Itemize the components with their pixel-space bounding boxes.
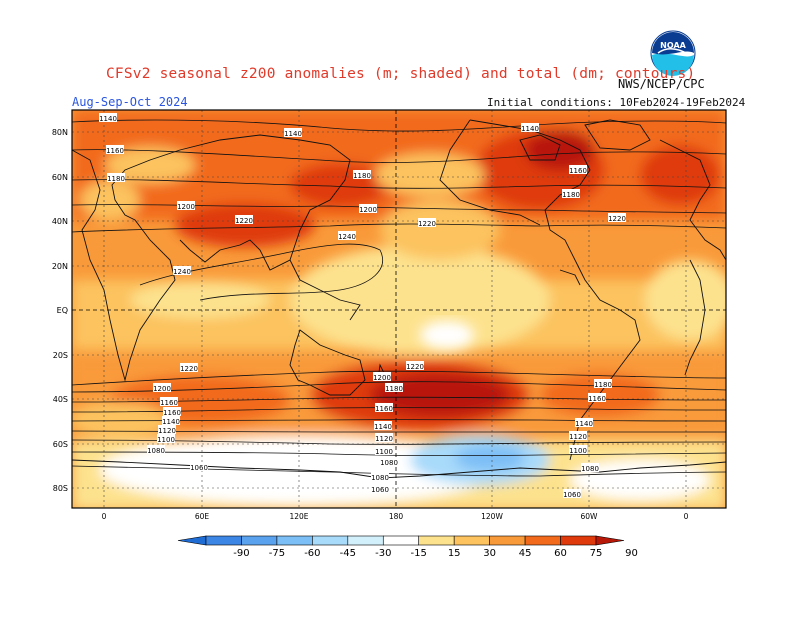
colorbar-swatch: [382, 535, 420, 546]
svg-text:1120: 1120: [569, 433, 587, 441]
svg-text:1080: 1080: [380, 459, 398, 467]
svg-text:60E: 60E: [195, 512, 210, 521]
coastlines: [72, 119, 726, 479]
svg-text:1180: 1180: [562, 191, 580, 199]
svg-text:1140: 1140: [575, 420, 593, 428]
page-title: CFSv2 seasonal z200 anomalies (m; shaded…: [106, 66, 696, 82]
svg-text:1180: 1180: [385, 385, 403, 393]
svg-text:1140: 1140: [374, 423, 392, 431]
svg-text:1160: 1160: [375, 405, 393, 413]
svg-text:NOAA: NOAA: [660, 41, 686, 50]
svg-text:1220: 1220: [406, 363, 424, 371]
svg-text:1160: 1160: [569, 167, 587, 175]
svg-text:1120: 1120: [375, 435, 393, 443]
noaa-logo: NOAA: [650, 30, 696, 76]
colorbar-swatch: [489, 535, 526, 546]
colorbar-arrow-low: [177, 535, 207, 546]
svg-text:1100: 1100: [157, 436, 175, 444]
colorbar-tick-label: 60: [554, 548, 567, 559]
svg-text:40S: 40S: [53, 395, 68, 404]
colorbar: -90 -75 -60 -45 -30 -15 15 30 45 60 75 90: [177, 535, 638, 559]
svg-text:0: 0: [684, 512, 689, 521]
svg-text:1060: 1060: [371, 486, 389, 494]
colorbar-swatch: [276, 535, 313, 546]
svg-text:1220: 1220: [418, 220, 436, 228]
colorbar-tick-label: -45: [340, 548, 356, 559]
svg-text:1200: 1200: [153, 385, 171, 393]
svg-text:80N: 80N: [52, 128, 68, 137]
svg-text:1140: 1140: [99, 115, 117, 123]
colorbar-swatch: [524, 535, 561, 546]
svg-text:1100: 1100: [569, 447, 587, 455]
season-label: Aug-Sep-Oct 2024: [72, 95, 188, 109]
svg-text:1160: 1160: [163, 409, 181, 417]
svg-text:1140: 1140: [521, 125, 539, 133]
colorbar-tick-label: -60: [304, 548, 320, 559]
svg-text:1180: 1180: [353, 172, 371, 180]
svg-text:120E: 120E: [289, 512, 308, 521]
colorbar-tick-label: 15: [448, 548, 461, 559]
svg-text:1060: 1060: [190, 464, 208, 472]
svg-text:1160: 1160: [160, 399, 178, 407]
svg-text:1120: 1120: [158, 427, 176, 435]
agency-label: NWS/NCEP/CPC: [618, 77, 705, 91]
svg-text:20S: 20S: [53, 351, 68, 360]
colorbar-tick-label: 45: [519, 548, 532, 559]
svg-text:1080: 1080: [581, 465, 599, 473]
svg-text:1220: 1220: [235, 217, 253, 225]
svg-text:1140: 1140: [162, 418, 180, 426]
map-frame: [71, 109, 727, 509]
colorbar-swatch: [312, 535, 349, 546]
svg-text:1100: 1100: [375, 448, 393, 456]
svg-text:1200: 1200: [359, 206, 377, 214]
colorbar-tick-label: -75: [269, 548, 285, 559]
colorbar-swatch: [205, 535, 242, 546]
svg-text:1080: 1080: [371, 474, 389, 482]
colorbar-swatch: [241, 535, 278, 546]
svg-text:1200: 1200: [177, 203, 195, 211]
svg-text:180: 180: [389, 512, 404, 521]
svg-text:40N: 40N: [52, 217, 68, 226]
svg-text:1180: 1180: [107, 175, 125, 183]
svg-text:60N: 60N: [52, 173, 68, 182]
svg-text:60S: 60S: [53, 440, 68, 449]
svg-text:1140: 1140: [284, 130, 302, 138]
svg-text:60W: 60W: [581, 512, 599, 521]
colorbar-swatch: [418, 535, 455, 546]
svg-text:1080: 1080: [147, 447, 165, 455]
colorbar-tick-label: 75: [590, 548, 603, 559]
colorbar-tick-label: -30: [375, 548, 391, 559]
anomaly-shading: [72, 110, 726, 508]
latitude-labels: 80N 60N 40N 20N EQ 20S 40S 60S 80S: [52, 128, 68, 493]
colorbar-swatch: [453, 535, 490, 546]
svg-text:1060: 1060: [563, 491, 581, 499]
svg-text:1200: 1200: [373, 374, 391, 382]
svg-text:EQ: EQ: [57, 306, 68, 315]
svg-text:1220: 1220: [608, 215, 626, 223]
contour-labels: 1140 1140 1140 1160 1160 1180 1180 1180 …: [99, 113, 626, 499]
colorbar-tick-label: -90: [233, 548, 249, 559]
colorbar-swatch: [347, 535, 384, 546]
svg-text:1160: 1160: [106, 147, 124, 155]
initial-conditions: Initial conditions: 10Feb2024-19Feb2024: [487, 96, 746, 109]
svg-text:1220: 1220: [180, 365, 198, 373]
colorbar-arrow-high: [595, 535, 625, 546]
colorbar-swatch: [560, 535, 597, 546]
svg-text:80S: 80S: [53, 484, 68, 493]
svg-text:1240: 1240: [173, 268, 191, 276]
svg-text:1240: 1240: [338, 233, 356, 241]
height-contours: [71, 119, 727, 477]
svg-text:1180: 1180: [594, 381, 612, 389]
svg-text:20N: 20N: [52, 262, 68, 271]
colorbar-tick-label: 90: [625, 548, 638, 559]
svg-text:120W: 120W: [481, 512, 503, 521]
colorbar-tick-label: -15: [411, 548, 427, 559]
svg-text:1160: 1160: [588, 395, 606, 403]
longitude-labels: 0 60E 120E 180 120W 60W 0: [102, 512, 689, 521]
svg-text:0: 0: [102, 512, 107, 521]
colorbar-tick-label: 30: [483, 548, 496, 559]
